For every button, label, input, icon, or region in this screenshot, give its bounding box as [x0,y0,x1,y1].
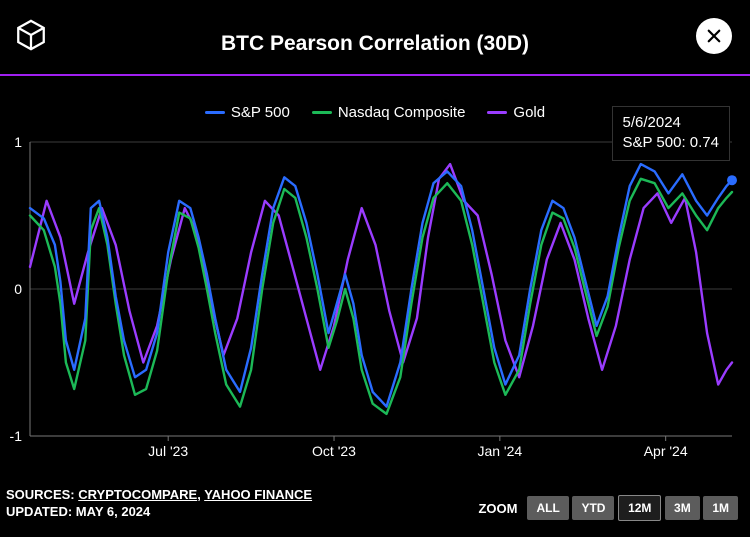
zoom-button-12m[interactable]: 12M [618,495,661,521]
tooltip-series: S&P 500 [623,134,682,151]
updated-line: UPDATED: MAY 6, 2024 [6,504,312,521]
footer: SOURCES: CRYPTOCOMPARE, YAHOO FINANCE UP… [6,487,312,521]
source-link-1[interactable]: CRYPTOCOMPARE [78,487,197,502]
legend-swatch [487,111,507,114]
tooltip-value-line: S&P 500: 0.74 [623,133,720,153]
legend-item[interactable]: Gold [487,104,545,121]
svg-text:Oct '23: Oct '23 [312,443,356,459]
chart-area[interactable]: -1 0 1 Jul '23 Oct '23 Jan '24 Apr '24 [0,132,750,462]
zoom-bar: ZOOM ALL YTD 12M 3M 1M [478,495,738,521]
legend-label: Gold [513,104,545,121]
source-link-2[interactable]: YAHOO FINANCE [204,487,312,502]
zoom-button-3m[interactable]: 3M [665,496,700,520]
tooltip-value: 0.74 [690,134,719,151]
legend-label: Nasdaq Composite [338,104,466,121]
tooltip-date: 5/6/2024 [623,113,720,133]
legend-swatch [205,111,225,114]
zoom-button-ytd[interactable]: YTD [572,496,614,520]
svg-text:Jul '23: Jul '23 [148,443,188,459]
chart-svg: -1 0 1 Jul '23 Oct '23 Jan '24 Apr '24 [0,132,750,462]
legend-item[interactable]: Nasdaq Composite [312,104,466,121]
hover-tooltip: 5/6/2024 S&P 500: 0.74 [612,106,731,161]
svg-text:-1: -1 [10,428,23,444]
legend-swatch [312,111,332,114]
divider [0,74,750,76]
chart-title: BTC Pearson Correlation (30D) [0,32,750,56]
zoom-button-all[interactable]: ALL [527,496,568,520]
sources-line: SOURCES: CRYPTOCOMPARE, YAHOO FINANCE [6,487,312,504]
svg-text:Jan '24: Jan '24 [477,443,522,459]
legend-item[interactable]: S&P 500 [205,104,290,121]
chart-card: BTC Pearson Correlation (30D) S&P 500 Nas… [0,0,750,537]
legend-label: S&P 500 [231,104,290,121]
zoom-label: ZOOM [478,501,517,516]
svg-text:0: 0 [14,281,22,297]
svg-text:1: 1 [14,134,22,150]
zoom-button-1m[interactable]: 1M [703,496,738,520]
svg-text:Apr '24: Apr '24 [644,443,688,459]
sources-label: SOURCES: [6,487,75,502]
